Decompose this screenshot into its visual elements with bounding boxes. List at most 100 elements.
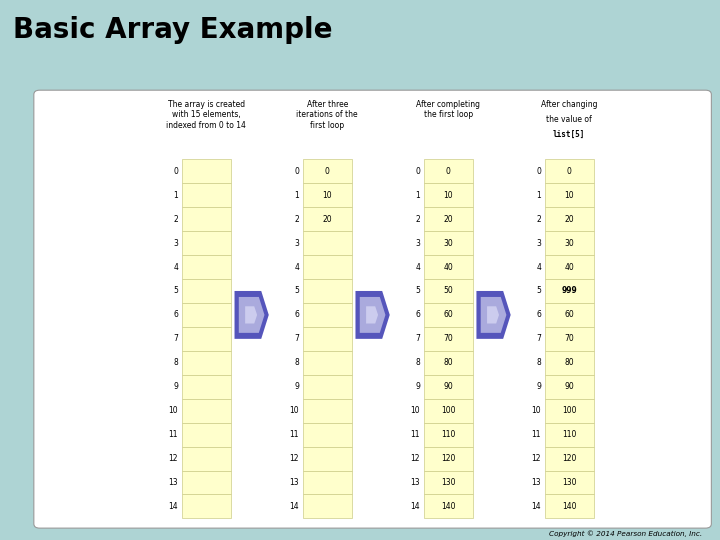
Bar bbox=[181, 159, 230, 183]
Text: 70: 70 bbox=[444, 334, 453, 343]
Text: 20: 20 bbox=[444, 214, 453, 224]
Polygon shape bbox=[245, 306, 257, 323]
Text: 4: 4 bbox=[174, 262, 178, 272]
Text: After changing: After changing bbox=[541, 100, 598, 109]
Text: 14: 14 bbox=[410, 502, 420, 511]
Text: 10: 10 bbox=[444, 191, 453, 200]
Text: 3: 3 bbox=[536, 239, 541, 247]
Text: 7: 7 bbox=[294, 334, 300, 343]
Text: 0: 0 bbox=[325, 167, 330, 176]
Text: 6: 6 bbox=[294, 310, 300, 319]
Polygon shape bbox=[481, 297, 506, 333]
Bar bbox=[424, 351, 473, 375]
Bar bbox=[302, 447, 351, 470]
Bar bbox=[181, 399, 230, 423]
Bar bbox=[424, 183, 473, 207]
Bar bbox=[181, 495, 230, 518]
Bar bbox=[302, 375, 351, 399]
Bar bbox=[424, 495, 473, 518]
Text: 40: 40 bbox=[564, 262, 574, 272]
Text: 1: 1 bbox=[536, 191, 541, 200]
Text: 14: 14 bbox=[168, 502, 178, 511]
Text: 0: 0 bbox=[567, 167, 572, 176]
Bar bbox=[424, 303, 473, 327]
Text: 3: 3 bbox=[294, 239, 300, 247]
Text: 10: 10 bbox=[289, 406, 300, 415]
Bar bbox=[424, 423, 473, 447]
Text: 8: 8 bbox=[174, 359, 178, 367]
Polygon shape bbox=[356, 291, 390, 339]
Text: 11: 11 bbox=[168, 430, 178, 439]
Text: 12: 12 bbox=[410, 454, 420, 463]
Text: 10: 10 bbox=[564, 191, 574, 200]
Text: 140: 140 bbox=[441, 502, 456, 511]
Text: 20: 20 bbox=[323, 214, 332, 224]
Bar bbox=[181, 327, 230, 351]
Text: the value of: the value of bbox=[546, 115, 592, 124]
Bar bbox=[545, 399, 594, 423]
Bar bbox=[181, 375, 230, 399]
Bar bbox=[302, 207, 351, 231]
Polygon shape bbox=[235, 291, 269, 339]
Text: 9: 9 bbox=[536, 382, 541, 391]
Text: 0: 0 bbox=[294, 167, 300, 176]
Text: 7: 7 bbox=[536, 334, 541, 343]
Text: 120: 120 bbox=[562, 454, 576, 463]
Text: 2: 2 bbox=[294, 214, 300, 224]
Text: 130: 130 bbox=[562, 478, 577, 487]
Bar bbox=[545, 495, 594, 518]
Text: 110: 110 bbox=[441, 430, 455, 439]
Text: 5: 5 bbox=[415, 286, 420, 295]
Text: 90: 90 bbox=[444, 382, 453, 391]
Text: 7: 7 bbox=[415, 334, 420, 343]
Text: 4: 4 bbox=[536, 262, 541, 272]
Text: 10: 10 bbox=[410, 406, 420, 415]
Text: 20: 20 bbox=[564, 214, 574, 224]
Text: 110: 110 bbox=[562, 430, 576, 439]
Text: 9: 9 bbox=[294, 382, 300, 391]
Text: The array is created
with 15 elements,
indexed from 0 to 14: The array is created with 15 elements, i… bbox=[166, 100, 246, 130]
Polygon shape bbox=[487, 306, 499, 323]
Text: Copyright © 2014 Pearson Education, Inc.: Copyright © 2014 Pearson Education, Inc. bbox=[549, 531, 702, 537]
Bar bbox=[424, 159, 473, 183]
Bar bbox=[545, 423, 594, 447]
Text: 2: 2 bbox=[415, 214, 420, 224]
Bar bbox=[181, 447, 230, 470]
Bar bbox=[424, 399, 473, 423]
Bar bbox=[545, 351, 594, 375]
Bar bbox=[181, 183, 230, 207]
Text: 0: 0 bbox=[174, 167, 178, 176]
Text: 1: 1 bbox=[174, 191, 178, 200]
Bar bbox=[302, 327, 351, 351]
Polygon shape bbox=[360, 297, 385, 333]
Text: Basic Array Example: Basic Array Example bbox=[13, 16, 333, 44]
Text: 6: 6 bbox=[174, 310, 178, 319]
Text: 13: 13 bbox=[410, 478, 420, 487]
Bar bbox=[545, 183, 594, 207]
Bar bbox=[545, 470, 594, 495]
Bar bbox=[302, 351, 351, 375]
Text: 14: 14 bbox=[289, 502, 300, 511]
Polygon shape bbox=[366, 306, 378, 323]
Text: 30: 30 bbox=[564, 239, 574, 247]
Bar bbox=[181, 279, 230, 303]
Text: 4: 4 bbox=[415, 262, 420, 272]
Bar bbox=[302, 231, 351, 255]
Text: 100: 100 bbox=[441, 406, 456, 415]
Text: 13: 13 bbox=[168, 478, 178, 487]
Bar bbox=[181, 351, 230, 375]
Text: 60: 60 bbox=[564, 310, 574, 319]
Bar bbox=[545, 447, 594, 470]
Text: 14: 14 bbox=[531, 502, 541, 511]
Text: 70: 70 bbox=[564, 334, 574, 343]
Text: list[5]: list[5] bbox=[553, 130, 585, 139]
Bar bbox=[424, 327, 473, 351]
Text: 5: 5 bbox=[536, 286, 541, 295]
Text: 1: 1 bbox=[294, 191, 300, 200]
Text: After three
iterations of the
first loop: After three iterations of the first loop bbox=[297, 100, 358, 130]
Bar bbox=[181, 423, 230, 447]
Text: 12: 12 bbox=[531, 454, 541, 463]
Text: 80: 80 bbox=[444, 359, 453, 367]
Bar bbox=[424, 207, 473, 231]
Text: 1: 1 bbox=[415, 191, 420, 200]
